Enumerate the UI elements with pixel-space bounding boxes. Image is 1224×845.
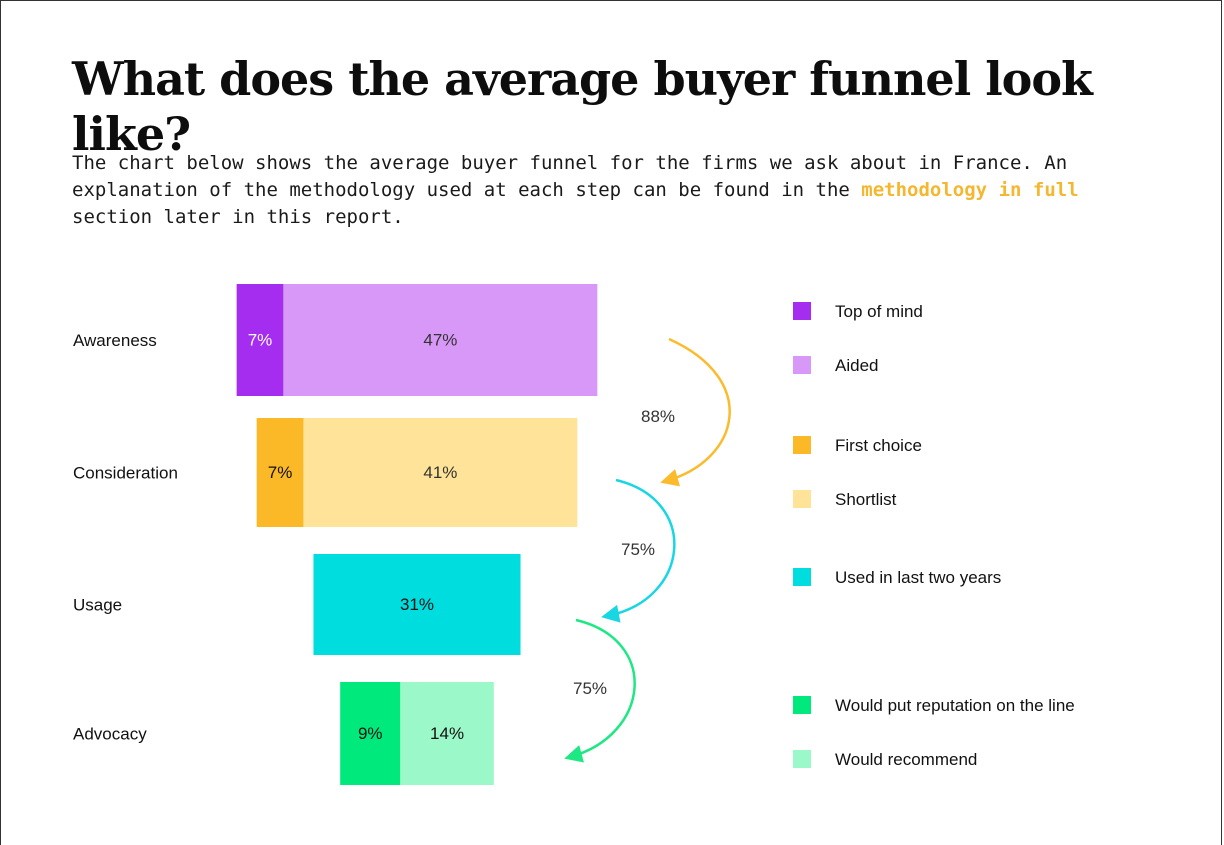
bars-layer: Awareness 7% 47% Consideration 7% 41% Usage 31%… [73, 284, 598, 785]
funnel-row-usage: Usage 31% [73, 554, 521, 655]
funnel-row-awareness: Awareness 7% 47% [73, 284, 598, 396]
stage-label: Awareness [73, 331, 157, 350]
conversion-arrows-layer: 88% 75% 75% [564, 337, 731, 763]
methodology-link[interactable]: methodology in full [861, 179, 1079, 201]
bar-value-label: 7% [268, 463, 293, 482]
funnel-row-advocacy: Advocacy 9% 14% [73, 682, 494, 785]
bar-segment [236, 284, 284, 396]
conversion-arrow: 88% [641, 337, 731, 487]
conversion-rate-label: 75% [621, 540, 655, 559]
conversion-arrow-curve [665, 337, 731, 483]
bar-value-label: 41% [423, 463, 457, 482]
conversion-rate-label: 75% [573, 679, 607, 698]
legend-item: Shortlist [793, 490, 897, 509]
subtitle-text: The chart below shows the average buyer … [72, 152, 1068, 201]
bar-segment [400, 682, 494, 785]
legend-label: Used in last two years [835, 568, 1001, 587]
legend-label: Aided [835, 356, 878, 375]
legend-item: Top of mind [793, 302, 923, 321]
stage-label: Usage [73, 596, 122, 615]
legend-label: First choice [835, 436, 922, 455]
bar-segment [256, 418, 304, 527]
legend-swatch [793, 568, 811, 586]
legend-item: First choice [793, 436, 922, 455]
legend-item: Used in last two years [793, 568, 1001, 587]
stage-label: Advocacy [73, 725, 147, 744]
page-title: What does the average buyer funnel look … [72, 52, 1093, 162]
bar-segment [340, 682, 401, 785]
legend-swatch [793, 490, 811, 508]
bar-value-label: 7% [248, 331, 273, 350]
bar-segment [303, 418, 578, 527]
funnel-row-consideration: Consideration 7% 41% [73, 418, 578, 527]
conversion-arrow: 75% [601, 478, 676, 623]
conversion-arrow-curve [606, 478, 676, 618]
bar-segment [313, 554, 521, 655]
bar-segment [283, 284, 598, 396]
legend-swatch [793, 436, 811, 454]
conversion-arrow-curve [569, 618, 636, 759]
legend-label: Top of mind [835, 302, 923, 321]
legend-label: Shortlist [835, 490, 897, 509]
legend-swatch [793, 750, 811, 768]
conversion-rate-label: 88% [641, 407, 675, 426]
page-subtitle: The chart below shows the average buyer … [72, 150, 1142, 231]
conversion-arrow: 75% [564, 618, 636, 763]
bar-value-label: 9% [358, 724, 383, 743]
bar-value-label: 14% [430, 724, 464, 743]
legend-swatch [793, 302, 811, 320]
bar-value-label: 47% [423, 331, 457, 350]
bar-value-label: 31% [400, 595, 434, 614]
legend-item: Would recommend [793, 750, 977, 769]
legend-label: Would put reputation on the line [835, 696, 1075, 715]
subtitle-text-end: section later in this report. [72, 206, 404, 228]
conversion-arrowhead [564, 745, 584, 763]
legend-item: Would put reputation on the line [793, 696, 1075, 715]
stage-label: Consideration [73, 464, 178, 483]
legend-layer: Top of mind Aided First choice Shortlist Use… [793, 302, 1075, 769]
conversion-arrowhead [601, 604, 621, 623]
legend-item: Aided [793, 356, 878, 375]
legend-label: Would recommend [835, 750, 977, 769]
conversion-arrowhead [660, 469, 681, 487]
legend-swatch [793, 696, 811, 714]
legend-swatch [793, 356, 811, 374]
